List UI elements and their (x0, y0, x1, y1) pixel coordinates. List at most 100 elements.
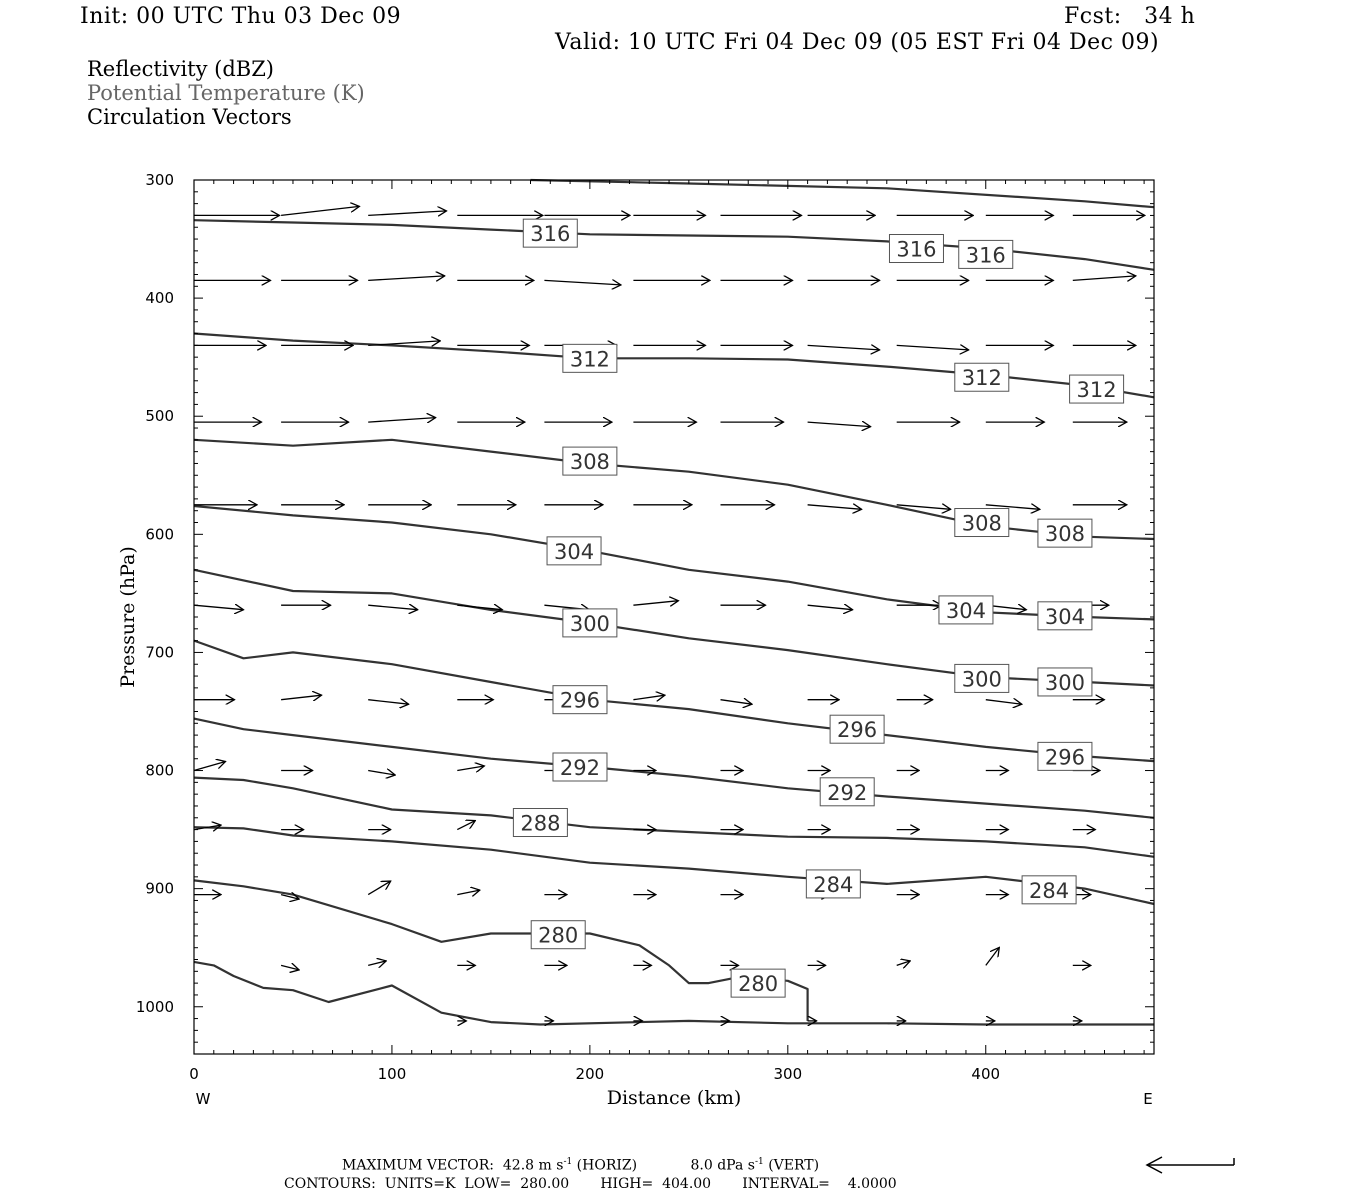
forecast-hour: Fcst: 34 h (1064, 4, 1196, 29)
contour-line (193, 960, 1154, 1026)
circulation-vector (896, 345, 969, 350)
circulation-vector (457, 890, 480, 895)
x-end-label-east: E (1143, 1090, 1152, 1108)
contour-label: 296 (560, 689, 600, 713)
circulation-vector (368, 276, 445, 281)
circulation-vector (544, 280, 621, 285)
circulation-vector (807, 505, 862, 510)
circulation-vector (985, 700, 1022, 705)
contour-label-box (888, 234, 944, 264)
contour-label: 304 (946, 599, 986, 623)
contour-label: 280 (738, 972, 778, 996)
contour-line (530, 178, 1155, 209)
circulation-vector (985, 505, 1040, 510)
circulation-vector (807, 345, 880, 350)
contour-label: 288 (520, 812, 560, 836)
valid-time: Valid: 10 UTC Fri 04 Dec 09 (05 EST Fri … (555, 30, 1160, 55)
contour-line (193, 639, 1155, 763)
y-tick-label: 500 (145, 407, 174, 425)
contour-layer (193, 178, 1155, 1026)
circulation-vector (896, 505, 951, 510)
contour-label: 292 (827, 781, 867, 805)
contour-label-box (1021, 875, 1077, 905)
contour-line (193, 826, 1155, 906)
contour-label-box (1037, 741, 1093, 771)
circulation-vector (368, 418, 436, 423)
x-tick-label: 0 (189, 1065, 199, 1083)
contour-label: 308 (1045, 522, 1085, 546)
contour-label: 300 (570, 612, 610, 636)
circulation-vector (193, 605, 244, 610)
contour-label-box (522, 218, 578, 248)
circulation-vector (807, 605, 853, 610)
contour-label: 292 (560, 756, 600, 780)
x-tick-label: 200 (576, 1065, 605, 1083)
x-axis-title: Distance (km) (607, 1087, 742, 1109)
y-tick-label: 900 (145, 880, 174, 898)
legend-circulation-vectors: Circulation Vectors (87, 105, 292, 129)
plot-frame (193, 179, 1155, 1055)
circulation-vector (457, 766, 484, 771)
contour-label: 300 (1045, 671, 1085, 695)
legend-reflectivity: Reflectivity (dBZ) (87, 57, 275, 81)
contour-label-box (512, 808, 568, 838)
vector-layer (193, 206, 1145, 1021)
contour-label-box (552, 685, 608, 715)
contour-label-box (829, 714, 885, 744)
y-tick-label: 400 (145, 289, 174, 307)
contour-line (193, 776, 1155, 858)
circulation-vector (1072, 276, 1136, 281)
circulation-vector (720, 700, 753, 705)
contour-line (193, 332, 1155, 399)
x-tick-label: 400 (971, 1065, 1000, 1083)
circulation-vector (281, 206, 359, 217)
circulation-vector (368, 211, 446, 216)
contour-line (193, 568, 1155, 687)
vert-tag: (VERT) (768, 1157, 820, 1174)
contour-line (193, 879, 809, 1021)
contour-label-box (1037, 667, 1093, 697)
x-tick-label: 100 (378, 1065, 407, 1083)
contour-label: 284 (1029, 879, 1069, 903)
contour-label: 312 (962, 366, 1002, 390)
reference-vector-icon (1145, 1156, 1235, 1174)
contour-line (193, 504, 1155, 621)
contour-label: 284 (813, 873, 853, 897)
circulation-vector (633, 695, 665, 700)
circulation-vector (633, 601, 678, 606)
contour-label: 300 (962, 667, 1002, 691)
init-time: Init: 00 UTC Thu 03 Dec 09 (80, 4, 402, 29)
horiz-tag: (HORIZ) (576, 1157, 638, 1174)
contour-label: 308 (570, 450, 610, 474)
contour-label-box (1069, 374, 1125, 404)
contour-label-layer: 316 316 316 312 312 312 308 308 308 304 304 304 300 3… (512, 218, 1125, 998)
y-tick-label: 600 (145, 525, 174, 543)
contour-label-box (562, 446, 618, 476)
contour-label-box (530, 920, 586, 950)
contour-line (193, 438, 1155, 541)
circulation-vector (193, 825, 221, 830)
circulation-vector (193, 762, 226, 772)
contour-label: 304 (554, 540, 594, 564)
contour-label-box (954, 508, 1010, 538)
contour-label-box (552, 752, 608, 782)
contour-label-box (954, 362, 1010, 392)
contour-label-box (1037, 518, 1093, 548)
contour-label-box (562, 343, 618, 373)
circulation-vector (807, 422, 871, 427)
circulation-vector (280, 895, 299, 900)
legend-potential-temperature: Potential Temperature (K) (87, 81, 365, 105)
circulation-vector (368, 341, 440, 346)
contour-label-box (938, 595, 994, 625)
contour-label: 296 (837, 718, 877, 742)
contour-label: 280 (538, 924, 578, 948)
circulation-vector (281, 695, 322, 700)
vert-exponent: -1 (754, 1157, 764, 1167)
circulation-vector (280, 965, 299, 970)
contour-label-box (805, 869, 861, 899)
y-tick-label: 700 (145, 643, 174, 661)
y-axis-title: Pressure (hPa) (117, 546, 139, 688)
y-tick-label: 300 (145, 171, 174, 189)
contour-label-box (954, 663, 1010, 693)
